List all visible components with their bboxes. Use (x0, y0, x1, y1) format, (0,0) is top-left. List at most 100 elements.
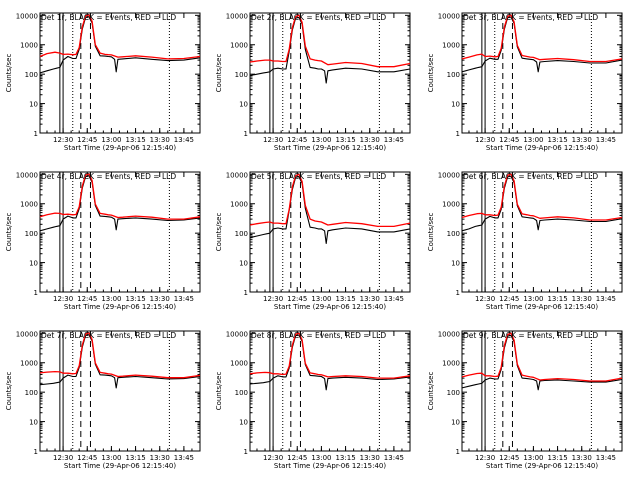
chart-panel-9: 1 10 100 1000 10000 12:30 12:45 13:00 13:15 13:30… (427, 330, 623, 470)
x-tick-label: 13:30 (360, 454, 380, 462)
x-axis-label: Start Time (29-Apr-06 12:15:40) (486, 462, 598, 470)
y-tick-label: 100 (25, 389, 38, 397)
y-axis-label: Counts/sec (5, 54, 13, 93)
chart-title: Det 3r, BLACK = Events, RED = LLD (463, 13, 598, 22)
y-tick-label: 100 (235, 389, 248, 397)
chart-panel-2: 1 10 100 1000 10000 12:30 12:45 13:00 13:15 13:30… (215, 12, 411, 152)
x-tick-label: 12:45 (287, 295, 307, 303)
x-tick-label: 12:45 (77, 454, 97, 462)
lld-series-line (39, 332, 201, 379)
chart-panel-5: 1 10 100 1000 10000 12:30 12:45 13:00 13:15 13:30… (215, 171, 411, 311)
chart-title: Det 5r, BLACK = Events, RED = LLD (251, 172, 386, 181)
y-tick-label: 100 (447, 230, 460, 238)
chart-title: Det 2r, BLACK = Events, RED = LLD (251, 13, 386, 22)
plot-frame (39, 330, 201, 452)
y-axis-label: Counts/sec (427, 372, 435, 411)
chart-title: Det 8r, BLACK = Events, RED = LLD (251, 331, 386, 340)
x-axis-label: Start Time (29-Apr-06 12:15:40) (274, 462, 386, 470)
chart-panel-8: 1 10 100 1000 10000 12:30 12:45 13:00 13:15 13:30… (215, 330, 411, 470)
y-axis-label: Counts/sec (215, 213, 223, 252)
y-tick-label: 10000 (438, 171, 460, 179)
x-tick-label: 13:45 (174, 454, 194, 462)
x-tick-label: 13:15 (125, 454, 145, 462)
y-tick-label: 10000 (16, 330, 38, 338)
x-tick-label: 13:15 (335, 295, 355, 303)
x-tick-label: 12:30 (53, 136, 73, 144)
x-tick-label: 13:45 (596, 136, 616, 144)
x-tick-label: 12:30 (263, 136, 283, 144)
x-tick-label: 12:30 (475, 454, 495, 462)
y-tick-label: 10000 (16, 12, 38, 20)
chart-title: Det 1r, BLACK = Events, RED = LLD (41, 13, 176, 22)
x-tick-label: 13:15 (547, 295, 567, 303)
chart-panel-6: 1 10 100 1000 10000 12:30 12:45 13:00 13:15 13:30… (427, 171, 623, 311)
lld-series-line (461, 14, 623, 63)
x-tick-label: 12:30 (53, 295, 73, 303)
x-tick-label: 13:45 (174, 295, 194, 303)
y-tick-label: 1000 (20, 360, 38, 368)
y-tick-label: 1000 (442, 201, 460, 209)
y-axis-label: Counts/sec (427, 54, 435, 93)
y-tick-label: 10 (451, 260, 460, 268)
x-tick-label: 12:45 (499, 295, 519, 303)
x-tick-label: 12:45 (499, 136, 519, 144)
x-tick-label: 13:30 (150, 454, 170, 462)
x-tick-label: 12:30 (263, 454, 283, 462)
events-series-line (461, 175, 623, 232)
x-tick-label: 12:45 (287, 136, 307, 144)
events-series-line (461, 16, 623, 73)
x-axis-label: Start Time (29-Apr-06 12:15:40) (64, 303, 176, 311)
x-tick-label: 12:30 (475, 136, 495, 144)
y-tick-label: 1000 (442, 42, 460, 50)
plot-frame (39, 171, 201, 293)
chart-title: Det 7r, BLACK = Events, RED = LLD (41, 331, 176, 340)
y-tick-label: 10 (239, 260, 248, 268)
y-tick-label: 1000 (442, 360, 460, 368)
x-tick-label: 13:30 (150, 136, 170, 144)
y-tick-label: 100 (447, 389, 460, 397)
x-tick-label: 13:30 (360, 136, 380, 144)
x-tick-label: 13:45 (596, 454, 616, 462)
x-tick-label: 13:00 (523, 454, 543, 462)
x-tick-label: 13:45 (384, 136, 404, 144)
events-series-line (249, 16, 411, 84)
x-tick-label: 13:15 (125, 295, 145, 303)
y-tick-label: 1000 (230, 360, 248, 368)
y-tick-label: 10 (239, 419, 248, 427)
chart-panel-3: 1 10 100 1000 10000 12:30 12:45 13:00 13:15 13:30… (427, 12, 623, 152)
y-tick-label: 100 (25, 71, 38, 79)
x-tick-label: 13:00 (523, 295, 543, 303)
x-tick-label: 13:30 (572, 295, 592, 303)
plot-frame (249, 330, 411, 452)
events-series-line (249, 334, 411, 391)
x-tick-label: 13:00 (101, 136, 121, 144)
x-tick-label: 13:00 (311, 454, 331, 462)
x-tick-label: 13:15 (125, 136, 145, 144)
y-tick-label: 1 (34, 448, 38, 456)
y-tick-label: 100 (25, 230, 38, 238)
y-tick-label: 10 (29, 419, 38, 427)
y-axis-label: Counts/sec (5, 372, 13, 411)
y-tick-label: 1000 (230, 201, 248, 209)
x-tick-label: 13:15 (335, 136, 355, 144)
y-axis-label: Counts/sec (5, 213, 13, 252)
y-tick-label: 1000 (230, 42, 248, 50)
events-series-line (39, 16, 201, 74)
lld-series-line (39, 173, 201, 220)
lld-series-line (461, 173, 623, 221)
x-tick-label: 13:15 (335, 454, 355, 462)
y-tick-label: 1 (456, 448, 460, 456)
x-tick-label: 13:45 (174, 136, 194, 144)
x-tick-label: 12:30 (475, 295, 495, 303)
y-tick-label: 10000 (226, 12, 248, 20)
chart-panel-4: 1 10 100 1000 10000 12:30 12:45 13:00 13:15 13:30… (5, 171, 201, 311)
y-tick-label: 100 (447, 71, 460, 79)
events-series-line (39, 334, 201, 389)
y-tick-label: 10000 (226, 171, 248, 179)
y-tick-label: 1 (244, 448, 248, 456)
lld-series-line (461, 332, 623, 382)
lld-series-line (249, 14, 411, 68)
y-tick-label: 10000 (226, 330, 248, 338)
y-tick-label: 10000 (438, 330, 460, 338)
